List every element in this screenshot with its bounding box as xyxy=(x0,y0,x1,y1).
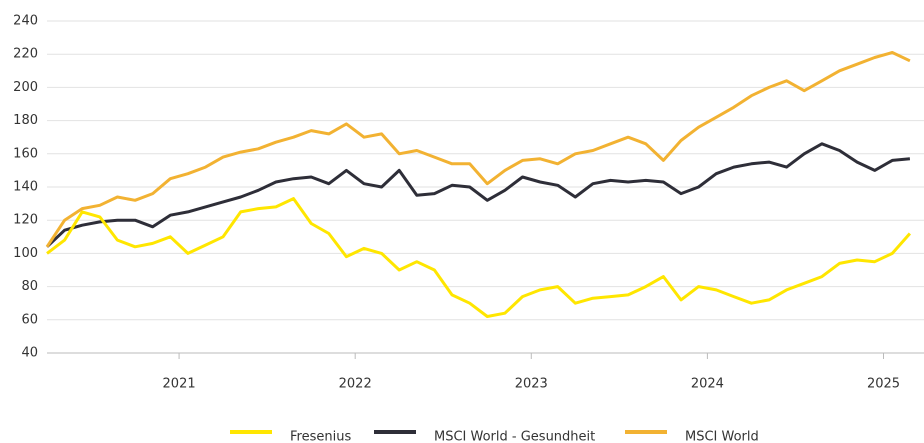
y-tick-label: 240 xyxy=(13,14,38,29)
y-tick-label: 120 xyxy=(13,213,38,228)
y-tick-label: 140 xyxy=(13,180,38,195)
y-tick-label: 220 xyxy=(13,47,38,62)
y-tick-label: 180 xyxy=(13,113,38,128)
series-line xyxy=(45,51,911,248)
x-tick-label: 2022 xyxy=(339,377,372,392)
y-tick-label: 160 xyxy=(13,146,38,161)
x-tick-label: 2023 xyxy=(515,377,548,392)
y-tick-label: 200 xyxy=(13,80,38,95)
y-tick-label: 40 xyxy=(21,346,38,361)
series-line xyxy=(46,197,912,318)
legend-label: MSCI World xyxy=(685,430,759,443)
y-tick-label: 80 xyxy=(21,279,38,294)
x-tick-label: 2025 xyxy=(867,377,900,392)
legend-label: MSCI World - Gesundheit xyxy=(434,430,595,443)
legend-label: Fresenius xyxy=(290,430,351,443)
y-tick-label: 100 xyxy=(13,246,38,261)
series-line xyxy=(45,142,911,248)
x-tick-label: 2021 xyxy=(163,377,196,392)
y-tick-label: 60 xyxy=(21,312,38,327)
x-tick-label: 2024 xyxy=(691,377,724,392)
